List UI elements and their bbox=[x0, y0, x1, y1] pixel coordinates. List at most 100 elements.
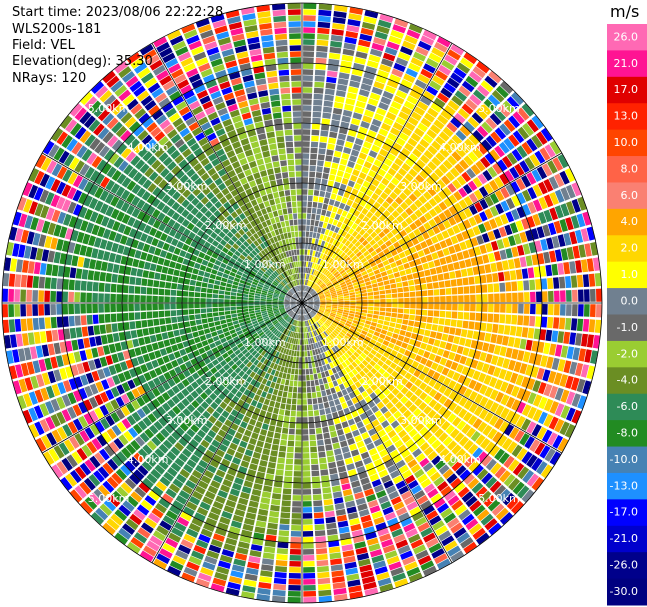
velocity-gate bbox=[285, 458, 294, 465]
velocity-gate bbox=[323, 197, 330, 205]
velocity-gate bbox=[83, 477, 96, 491]
velocity-gate bbox=[254, 276, 261, 281]
velocity-gate bbox=[102, 462, 114, 475]
velocity-gate bbox=[256, 440, 264, 448]
velocity-gate bbox=[178, 453, 189, 463]
velocity-gate bbox=[246, 376, 253, 383]
velocity-gate bbox=[374, 566, 388, 575]
velocity-gate bbox=[464, 338, 472, 348]
velocity-gate bbox=[33, 405, 44, 419]
velocity-gate bbox=[461, 103, 474, 115]
velocity-gate bbox=[321, 352, 326, 359]
velocity-gate bbox=[331, 367, 337, 374]
velocity-gate bbox=[378, 495, 389, 504]
velocity-gate bbox=[278, 451, 286, 458]
velocity-gate bbox=[357, 276, 364, 282]
velocity-gate bbox=[316, 51, 328, 58]
velocity-gate bbox=[430, 493, 442, 504]
velocity-gate bbox=[99, 391, 109, 403]
velocity-gate bbox=[512, 462, 525, 476]
velocity-gate bbox=[120, 482, 133, 494]
velocity-gate bbox=[380, 344, 388, 351]
velocity-gate bbox=[233, 277, 240, 283]
velocity-gate bbox=[317, 372, 322, 379]
velocity-gate bbox=[192, 349, 200, 357]
velocity-gate bbox=[506, 152, 518, 165]
velocity-gate bbox=[369, 325, 376, 331]
velocity-gate bbox=[470, 257, 478, 266]
velocity-gate bbox=[239, 407, 247, 415]
velocity-gate bbox=[236, 471, 246, 480]
velocity-gate bbox=[343, 191, 351, 199]
velocity-gate bbox=[274, 383, 280, 390]
velocity-gate bbox=[79, 245, 87, 256]
velocity-gate bbox=[470, 303, 476, 312]
velocity-gate bbox=[308, 300, 314, 302]
velocity-gate bbox=[327, 419, 334, 426]
velocity-gate bbox=[355, 497, 366, 506]
velocity-gate bbox=[311, 470, 320, 477]
velocity-gate bbox=[273, 293, 279, 297]
velocity-gate bbox=[148, 327, 155, 335]
velocity-gate bbox=[330, 292, 337, 295]
velocity-gate bbox=[249, 463, 258, 471]
velocity-gate bbox=[203, 254, 211, 261]
velocity-gate bbox=[246, 443, 255, 451]
velocity-gate bbox=[545, 264, 553, 277]
velocity-gate bbox=[423, 351, 431, 359]
velocity-gate bbox=[195, 464, 206, 474]
velocity-gate bbox=[206, 249, 214, 257]
velocity-gate bbox=[128, 427, 138, 438]
velocity-gate bbox=[505, 396, 516, 409]
velocity-gate bbox=[314, 285, 319, 290]
velocity-gate bbox=[258, 508, 269, 516]
velocity-gate bbox=[404, 297, 410, 303]
velocity-gate bbox=[378, 375, 387, 383]
velocity-gate bbox=[339, 183, 347, 191]
velocity-gate bbox=[400, 220, 409, 229]
velocity-gate bbox=[343, 426, 351, 434]
velocity-gate bbox=[508, 235, 516, 247]
velocity-gate bbox=[313, 373, 318, 380]
velocity-gate bbox=[464, 303, 470, 311]
velocity-gate bbox=[266, 467, 275, 475]
velocity-gate bbox=[357, 264, 364, 270]
velocity-gate bbox=[321, 124, 330, 131]
velocity-gate bbox=[221, 323, 228, 329]
velocity-gate bbox=[423, 222, 432, 231]
velocity-gate bbox=[184, 360, 193, 369]
velocity-gate bbox=[596, 304, 602, 318]
velocity-gate bbox=[370, 223, 378, 231]
velocity-gate bbox=[362, 327, 369, 332]
velocity-gate bbox=[338, 243, 344, 250]
velocity-gate bbox=[313, 404, 319, 411]
velocity-gate bbox=[332, 187, 339, 195]
velocity-gate bbox=[502, 492, 515, 506]
velocity-gate bbox=[256, 402, 263, 409]
velocity-gate bbox=[255, 337, 262, 343]
velocity-gate bbox=[194, 512, 206, 522]
velocity-gate bbox=[171, 344, 179, 352]
velocity-gate bbox=[8, 319, 16, 333]
velocity-gate bbox=[134, 250, 142, 259]
velocity-gate bbox=[248, 308, 255, 312]
velocity-gate bbox=[559, 317, 566, 330]
velocity-gate bbox=[172, 323, 179, 330]
velocity-gate bbox=[397, 152, 407, 162]
velocity-gate bbox=[459, 337, 466, 346]
velocity-gate bbox=[403, 73, 416, 84]
velocity-gate bbox=[182, 448, 192, 458]
velocity-gate bbox=[468, 402, 478, 414]
velocity-gate bbox=[196, 257, 203, 264]
velocity-gate bbox=[395, 506, 408, 517]
velocity-gate bbox=[137, 527, 151, 539]
velocity-gate bbox=[214, 397, 223, 405]
velocity-gate bbox=[287, 343, 291, 349]
velocity-gate bbox=[291, 350, 295, 356]
velocity-gate bbox=[553, 372, 563, 386]
velocity-gate bbox=[187, 246, 195, 254]
velocity-gate bbox=[547, 317, 554, 329]
velocity-gate bbox=[390, 283, 397, 289]
velocity-gate bbox=[316, 313, 322, 317]
velocity-gate bbox=[409, 394, 418, 403]
